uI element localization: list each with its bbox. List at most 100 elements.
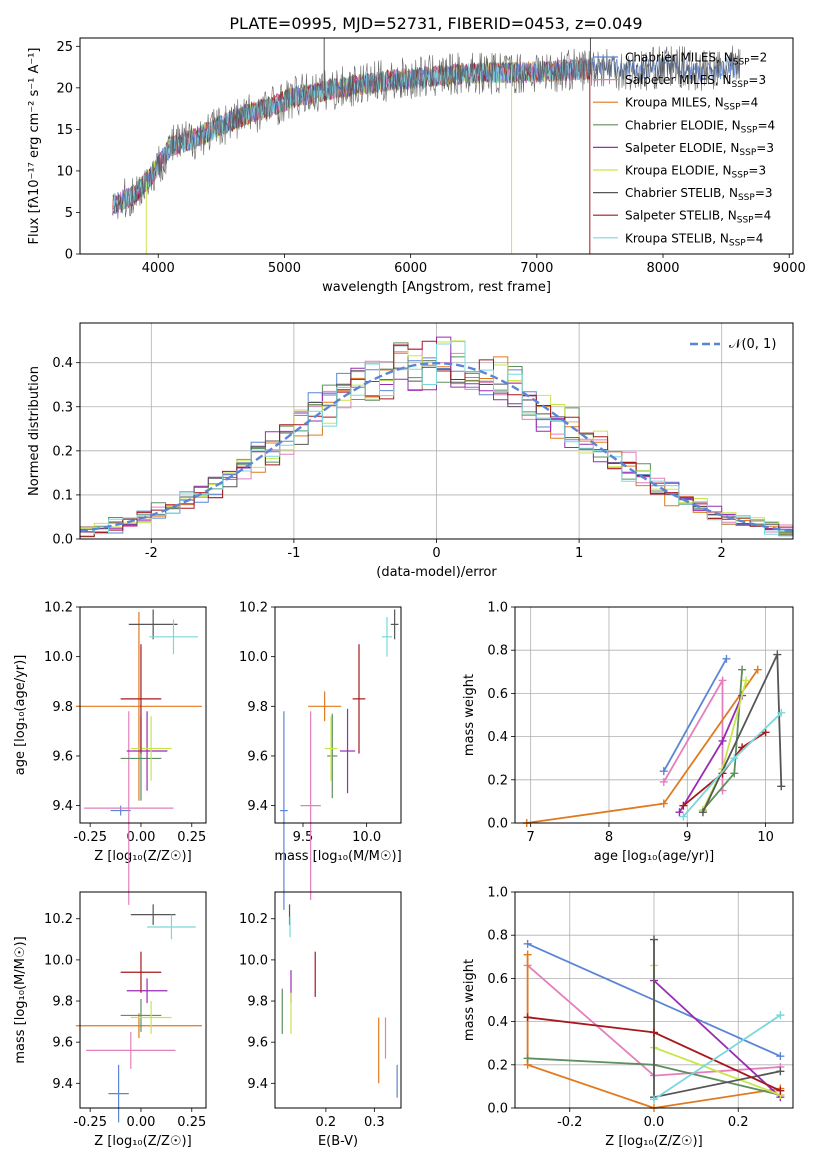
legend-nssp-value: 3 <box>758 73 766 87</box>
weight-series-line <box>526 954 781 1109</box>
y-tick-label: 9.4 <box>52 799 73 814</box>
y-tick-label: 9.4 <box>52 1077 73 1092</box>
y-axis-label: age [log₁₀(age/yr)] <box>13 655 28 776</box>
legend-entry: Salpeter MILES, NSSP=3 <box>625 73 766 90</box>
weight-point-marker <box>776 1052 785 1061</box>
weight-point-marker <box>650 1095 658 1104</box>
histogram-series <box>80 336 793 530</box>
legend-nssp-subscript: SSP <box>737 216 754 226</box>
legend-model-name: Chabrier MILES <box>625 51 716 65</box>
legend-nssp-value: 2 <box>760 51 768 65</box>
figure-title: PLATE=0995, MJD=52731, FIBERID=0453, z=0… <box>229 14 642 33</box>
plot-area <box>112 38 741 254</box>
x-tick-label: 1 <box>575 546 583 561</box>
x-tick-label: 10 <box>757 830 774 845</box>
x-tick-label: -0.25 <box>73 1115 107 1130</box>
weight-point-marker <box>730 754 739 763</box>
y-axis-label: mass [log₁₀(M/M☉)] <box>13 936 28 1063</box>
weight-point-marker <box>523 950 532 959</box>
y-tick-label: 9.6 <box>247 749 268 764</box>
legend-entry: Salpeter ELODIE, NSSP=3 <box>625 141 774 158</box>
legend-model-name: Kroupa ELODIE <box>625 164 715 178</box>
weight-point-marker <box>659 799 668 808</box>
legend-nssp-subscript: SSP <box>729 238 746 248</box>
x-tick-label: 8000 <box>646 261 679 276</box>
weight-point-marker <box>722 654 731 663</box>
weight-point-marker <box>679 801 688 810</box>
weight-point-marker <box>776 1086 785 1095</box>
x-axis-label: Z [log₁₀(Z/Z☉)] <box>94 849 191 864</box>
y-tick-label: 10.0 <box>44 650 73 665</box>
y-tick-label: 1.0 <box>487 886 508 901</box>
y-tick-label: 10 <box>56 164 73 179</box>
weight-point-marker <box>523 939 532 948</box>
x-axis-label: Z [log₁₀(Z/Z☉)] <box>605 1134 702 1149</box>
x-tick-label: 7 <box>527 830 535 845</box>
plot-area <box>522 650 786 827</box>
axes-frame <box>514 891 794 1109</box>
mass-vs-metallicity-panel: -0.25 0.00 0.25 9.4 9.6 9.8 10.0 10.2 Z [log₁₀(Z… <box>13 891 207 1149</box>
y-tick-label: 0.2 <box>487 773 508 788</box>
y-axis-label: mass weight <box>462 959 477 1041</box>
y-tick-label: 9.6 <box>52 1036 73 1051</box>
legend-nssp-value: 3 <box>766 141 774 155</box>
legend-nssp-eq: = <box>754 209 764 223</box>
y-axis-label: mass weight <box>462 674 477 756</box>
y-tick-label: 9.8 <box>52 995 73 1010</box>
weight-point-marker <box>753 665 762 674</box>
y-tick-label: 0.8 <box>487 644 508 659</box>
y-tick-label: 10.0 <box>239 953 268 968</box>
weight-series-line <box>653 979 782 1098</box>
y-tick-label: 0.8 <box>487 929 508 944</box>
weight-point-marker <box>718 736 727 745</box>
axes-frame <box>79 891 207 1109</box>
axes-frame <box>79 322 794 540</box>
x-tick-label: 9000 <box>773 261 806 276</box>
weight-point-marker <box>777 708 786 717</box>
y-tick-label: 15 <box>56 123 73 138</box>
x-tick-label: 9.5 <box>293 830 314 845</box>
legend-model-name: Salpeter MILES <box>625 73 715 87</box>
weight-point-marker <box>698 808 707 817</box>
weight-series-line <box>663 658 728 772</box>
x-tick-label: -0.25 <box>73 830 107 845</box>
legend-nssp-prefix: , N <box>721 186 738 200</box>
age-vs-metallicity-panel: -0.25 0.00 0.25 9.4 9.6 9.8 10.0 10.2 Z [log₁₀(Z… <box>13 601 207 905</box>
legend-entry: Salpeter STELIB, NSSP=4 <box>625 209 771 226</box>
x-axis-label: E(B-V) <box>318 1134 358 1149</box>
x-tick-label: 0.00 <box>126 830 155 845</box>
x-tick-label: 10.0 <box>352 830 381 845</box>
y-tick-label: 0.4 <box>52 356 73 371</box>
spectrum-panel: 4000 5000 6000 7000 8000 9000 0 5 10 15 20 25 wavele… <box>27 37 806 295</box>
weight-point-marker <box>773 650 782 659</box>
weight-point-marker <box>761 728 770 737</box>
x-tick-label: 0.00 <box>126 1115 155 1130</box>
normal-curve <box>79 361 794 533</box>
weight-point-marker <box>730 769 739 778</box>
y-tick-label: 9.8 <box>52 700 73 715</box>
legend-nssp-subscript: SSP <box>724 103 741 113</box>
legend-model-name: Chabrier STELIB <box>625 186 721 200</box>
legend-entry: Chabrier ELODIE, NSSP=4 <box>625 118 775 135</box>
y-tick-label: 10.2 <box>239 601 268 616</box>
x-tick-label: 4000 <box>142 261 175 276</box>
legend-nssp-eq: = <box>757 118 767 132</box>
y-tick-label: 0.6 <box>487 687 508 702</box>
plot-area <box>523 935 785 1112</box>
age-vs-mass-panel: 9.5 10.0 9.4 9.6 9.8 10.0 10.2 mass [log₁₀(M/M☉… <box>239 601 402 910</box>
x-tick-label: 0.3 <box>364 1115 385 1130</box>
x-tick-label: 0.2 <box>728 1115 749 1130</box>
x-tick-label: 8 <box>605 830 613 845</box>
x-tick-label: 0.25 <box>177 830 206 845</box>
y-tick-label: 9.8 <box>247 995 268 1010</box>
y-axis-label: Flux [fλ10⁻¹⁷ erg cm⁻² s⁻¹ A⁻¹] <box>27 48 42 245</box>
legend-model-name: Salpeter ELODIE <box>625 141 723 155</box>
plot-area <box>281 904 398 1098</box>
y-tick-label: 0.2 <box>487 1058 508 1073</box>
y-tick-label: 20 <box>56 81 73 96</box>
legend-nssp-subscript: SSP <box>732 80 749 90</box>
y-tick-label: 10.2 <box>239 912 268 927</box>
legend-nssp-prefix: , N <box>716 51 733 65</box>
y-tick-label: 0.6 <box>487 972 508 987</box>
weight-series-line <box>653 1014 781 1101</box>
